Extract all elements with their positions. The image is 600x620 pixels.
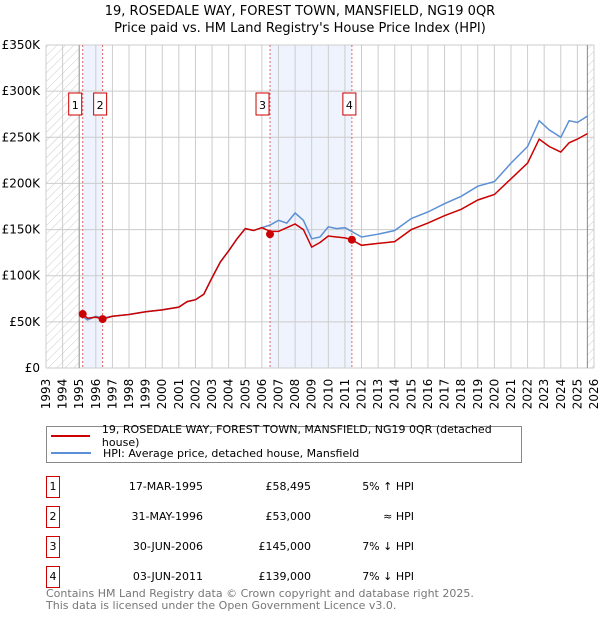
x-tick-label: 2006: [255, 379, 269, 410]
x-tick-label: 2007: [271, 379, 285, 410]
transaction-price: £145,000: [258, 540, 312, 553]
x-tick-label: 2011: [338, 379, 352, 410]
x-tick-label: 2024: [554, 379, 568, 410]
y-tick-label: £200K: [2, 176, 42, 190]
x-tick-label: 2021: [504, 379, 518, 410]
footer-copyright: Contains HM Land Registry data © Crown c…: [46, 587, 474, 600]
x-tick-label: 1996: [89, 379, 103, 410]
y-tick-label: £250K: [2, 130, 42, 144]
legend-label-hpi: HPI: Average price, detached house, Mans…: [103, 446, 360, 460]
legend-item-hpi: HPI: Average price, detached house, Mans…: [51, 445, 359, 461]
transaction-price: £139,000: [258, 570, 312, 583]
x-tick-label: 2020: [487, 379, 501, 410]
transaction-row: 1 17-MAR-1995 £58,495 5% ↑ HPI: [46, 476, 446, 498]
transaction-number: 1: [46, 476, 60, 498]
x-tick-label: 2001: [172, 379, 186, 410]
footer: Contains HM Land Registry data © Crown c…: [46, 588, 474, 612]
x-tick-label: 1993: [39, 379, 53, 410]
shaded-ownership-period: [82, 45, 103, 368]
y-tick-label: £0: [25, 361, 40, 375]
x-tick-label: 2012: [355, 379, 369, 410]
y-tick-label: £100K: [2, 269, 42, 283]
x-tick-label: 2022: [521, 379, 535, 410]
x-tick-label: 2023: [537, 379, 551, 410]
transaction-date: 17-MAR-1995: [128, 480, 203, 493]
x-tick-label: 2013: [371, 379, 385, 410]
title-subtitle: Price paid vs. HM Land Registry's House …: [114, 21, 486, 36]
sale-marker-label: 1: [72, 99, 79, 112]
sale-marker-label: 3: [259, 99, 266, 112]
transaction-date: 03-JUN-2011: [132, 570, 203, 583]
legend-swatch-property: [51, 435, 90, 437]
transaction-hpi-relation: 7% ↓ HPI: [362, 570, 414, 583]
sale-point: [78, 310, 87, 319]
title-address: 19, ROSEDALE WAY, FOREST TOWN, MANSFIELD…: [104, 4, 496, 19]
legend-item-property: 19, ROSEDALE WAY, FOREST TOWN, MANSFIELD…: [51, 423, 521, 449]
sale-point: [347, 235, 356, 244]
x-tick-label: 1995: [72, 379, 86, 410]
footer-licence: This data is licensed under the Open Gov…: [46, 599, 397, 612]
x-tick-label: 1994: [56, 379, 70, 410]
x-tick-label: 2026: [587, 379, 600, 410]
shaded-ownership-period: [270, 45, 352, 368]
legend-label-property: 19, ROSEDALE WAY, FOREST TOWN, MANSFIELD…: [101, 423, 492, 449]
x-tick-label: 2014: [388, 379, 402, 410]
x-tick-label: 2010: [321, 379, 335, 410]
price-chart: 1993 1994 1995 1996 1997 1998 1999 2000 2001 2002…: [2, 38, 600, 410]
sale-marker-label: 2: [97, 99, 104, 112]
x-tick-label: 2004: [222, 379, 236, 410]
transaction-number: 4: [46, 566, 60, 588]
transaction-date: 30-JUN-2006: [132, 540, 203, 553]
x-tick-label: 1997: [105, 379, 119, 410]
y-tick-label: £300K: [2, 84, 42, 98]
x-tick-label: 2000: [155, 379, 169, 410]
sale-marker-box: [342, 92, 357, 116]
x-tick-label: 2008: [288, 379, 302, 410]
transaction-row: 3 30-JUN-2006 £145,000 7% ↓ HPI: [46, 536, 446, 558]
transaction-price: £53,000: [265, 510, 312, 523]
transaction-hpi-relation: 5% ↑ HPI: [362, 480, 414, 493]
sale-marker-box: [93, 92, 108, 116]
property-price-line: [82, 132, 588, 320]
x-tick-label: 2005: [238, 379, 252, 410]
y-tick-label: £150K: [2, 223, 42, 237]
x-tick-label: 2015: [404, 379, 418, 410]
x-tick-label: 2018: [454, 379, 468, 410]
chart-legend: 19, ROSEDALE WAY, FOREST TOWN, MANSFIELD…: [46, 423, 522, 463]
transaction-number: 3: [46, 536, 60, 558]
x-tick-label: 1999: [139, 379, 153, 410]
chart-title: 19, ROSEDALE WAY, FOREST TOWN, MANSFIELD…: [0, 3, 600, 37]
x-tick-label: 2003: [205, 379, 219, 410]
transaction-hpi-relation: 7% ↓ HPI: [362, 540, 414, 553]
x-tick-label: 2025: [570, 379, 584, 410]
transaction-hpi-relation: ≈ HPI: [383, 510, 414, 523]
y-tick-label: £50K: [9, 315, 41, 329]
x-tick-label: 2017: [438, 379, 452, 410]
transaction-number: 2: [46, 506, 60, 528]
transaction-price: £58,495: [265, 480, 312, 493]
sale-marker-box: [255, 92, 270, 116]
x-tick-label: 2016: [421, 379, 435, 410]
sale-marker-box: [68, 92, 83, 116]
transaction-row: 2 31-MAY-1996 £53,000 ≈ HPI: [46, 506, 446, 528]
legend-swatch-hpi: [51, 452, 91, 454]
hatched-region: [587, 45, 594, 368]
transaction-date: 31-MAY-1996: [131, 510, 203, 523]
transaction-row: 4 03-JUN-2011 £139,000 7% ↓ HPI: [46, 566, 446, 588]
sale-point: [266, 230, 275, 239]
x-tick-label: 2002: [188, 379, 202, 410]
x-tick-label: 2019: [471, 379, 485, 410]
x-tick-label: 2009: [305, 379, 319, 410]
sale-marker-label: 4: [346, 99, 353, 112]
y-tick-label: £350K: [2, 38, 42, 52]
sale-point: [98, 315, 107, 324]
x-tick-label: 1998: [122, 379, 136, 410]
